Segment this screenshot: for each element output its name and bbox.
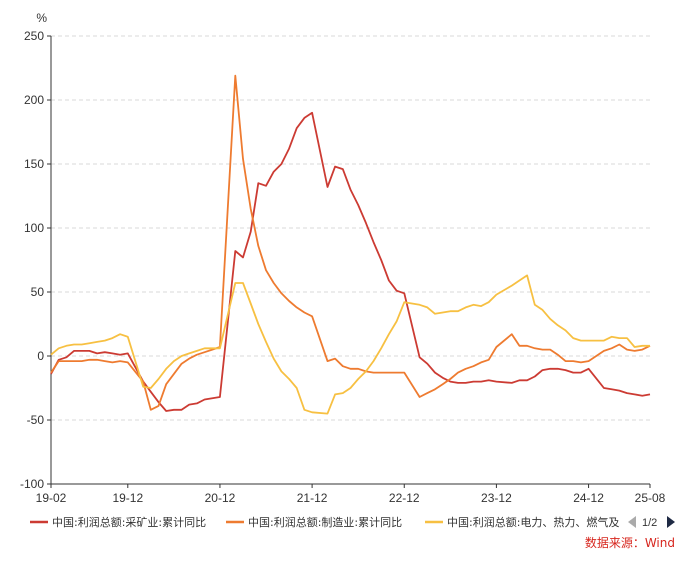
y-tick-label: 250: [24, 29, 44, 43]
series-line-3: [50, 274, 650, 415]
legend-page-indicator: 1/2: [642, 517, 657, 529]
y-tick-label: 100: [24, 221, 44, 235]
x-tick-label: 19-12: [112, 491, 143, 505]
x-tick-labels: 19-02 19-12 20-12 21-12 22-12 23-12 24-12 25-08: [36, 484, 666, 505]
y-tick-label: 0: [37, 349, 44, 363]
series-line-1: [50, 111, 651, 412]
x-tick-label: 20-12: [205, 491, 236, 505]
x-tick-label: 19-02: [36, 491, 67, 505]
y-tick-label: 150: [24, 157, 44, 171]
y-tick-label: -100: [20, 477, 44, 491]
legend-label: 中国:利润总额:采矿业:累计同比: [52, 515, 206, 529]
x-tick-label: 25-08: [635, 491, 666, 505]
legend-label: 中国:利润总额:制造业:累计同比: [248, 515, 402, 529]
axes: [50, 36, 650, 485]
legend-item-utilities[interactable]: 中国:利润总额:电力、热力、燃气及水生产和供应业:累计同比: [425, 515, 700, 529]
x-tick-label: 22-12: [389, 491, 420, 505]
legend-next-arrow-icon[interactable]: [667, 516, 675, 528]
legend-item-manufacturing[interactable]: 中国:利润总额:制造业:累计同比: [226, 515, 402, 529]
y-unit-label: %: [36, 11, 47, 25]
y-tick-label: 50: [31, 285, 45, 299]
x-tick-label: 21-12: [297, 491, 328, 505]
y-tick-label: 200: [24, 93, 44, 107]
series-line-2: [50, 74, 651, 411]
series-lines: [50, 74, 651, 415]
legend-label: 中国:利润总额:电力、热力、燃气及水生产和供应业:累计同比: [447, 515, 700, 529]
x-tick-label: 24-12: [573, 491, 604, 505]
data-source-label: 数据来源：Wind: [585, 535, 675, 550]
legend-prev-arrow-icon[interactable]: [628, 516, 636, 528]
legend-item-mining[interactable]: 中国:利润总额:采矿业:累计同比: [30, 515, 206, 529]
x-tick-label: 23-12: [481, 491, 512, 505]
grid: [47, 35, 650, 485]
legend-pager: 1/2: [628, 516, 675, 529]
y-tick-label: -50: [27, 413, 45, 427]
y-tick-labels: -100 -50 0 50 100 150 200 250: [20, 29, 44, 491]
legend: 中国:利润总额:采矿业:累计同比 中国:利润总额:制造业:累计同比 中国:利润总…: [30, 515, 700, 529]
